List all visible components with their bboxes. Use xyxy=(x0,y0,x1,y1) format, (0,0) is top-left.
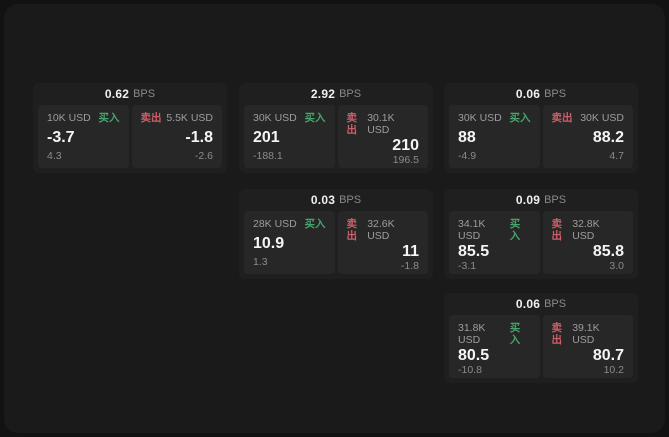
buy-tile[interactable]: 30K USD 买入 201 -188.1 xyxy=(244,105,335,168)
sell-notional: 32.6K USD xyxy=(367,218,395,242)
buy-price: -3.7 xyxy=(47,129,75,146)
sell-delta: -2.6 xyxy=(194,150,213,162)
bps-value: 0.09 xyxy=(515,193,541,207)
sell-tile[interactable]: 卖出 32.8K USD 85.8 3.0 xyxy=(542,211,633,274)
buy-tile[interactable]: 28K USD 买入 10.9 1.3 xyxy=(244,211,335,274)
sell-label: 卖出 xyxy=(140,112,162,124)
buy-delta: 4.3 xyxy=(47,150,62,162)
quote-card: 2.92 BPS 30K USD 买入 201 -188.1 卖出 30.1K … xyxy=(239,83,433,173)
card-header: 2.92 BPS xyxy=(239,83,433,105)
buy-notional: 34.1K USD xyxy=(458,218,486,242)
sell-notional: 30.1K USD xyxy=(367,112,395,136)
buy-tile[interactable]: 34.1K USD 买入 85.5 -3.1 xyxy=(449,211,540,274)
sell-label: 卖出 xyxy=(551,218,563,242)
buy-delta: 1.3 xyxy=(253,256,268,268)
buy-notional: 30K USD xyxy=(253,112,297,124)
sell-delta: -1.8 xyxy=(400,260,419,272)
buy-label: 买入 xyxy=(509,218,521,242)
sell-price: 88.2 xyxy=(592,129,624,146)
sell-tile[interactable]: 卖出 32.6K USD 11 -1.8 xyxy=(337,211,428,274)
bps-value: 2.92 xyxy=(310,87,336,101)
quote-card: 0.06 BPS 31.8K USD 买入 80.5 -10.8 卖出 39.1… xyxy=(444,293,638,383)
buy-price: 201 xyxy=(253,129,280,146)
buy-label: 买入 xyxy=(304,218,326,230)
buy-price: 10.9 xyxy=(253,235,285,252)
buy-notional: 10K USD xyxy=(47,112,91,124)
card-header: 0.09 BPS xyxy=(444,189,638,211)
buy-price: 80.5 xyxy=(458,347,490,364)
buy-tile[interactable]: 10K USD 买入 -3.7 4.3 xyxy=(38,105,129,168)
buy-tile[interactable]: 31.8K USD 买入 80.5 -10.8 xyxy=(449,315,540,378)
quote-card: 0.62 BPS 10K USD 买入 -3.7 4.3 卖出 5.5K USD… xyxy=(33,83,227,173)
bps-unit: BPS xyxy=(339,194,362,206)
sell-notional: 5.5K USD xyxy=(166,112,213,124)
buy-label: 买入 xyxy=(304,112,326,124)
sell-price: 85.8 xyxy=(592,243,624,260)
sell-delta: 10.2 xyxy=(603,364,624,376)
sell-label: 卖出 xyxy=(346,112,358,136)
sell-delta: 196.5 xyxy=(392,154,419,166)
sell-notional: 32.8K USD xyxy=(572,218,600,242)
bps-value: 0.03 xyxy=(310,193,336,207)
sell-tile[interactable]: 卖出 5.5K USD -1.8 -2.6 xyxy=(131,105,222,168)
buy-delta: -10.8 xyxy=(458,364,482,376)
quote-card: 0.06 BPS 30K USD 买入 88 -4.9 卖出 30K USD 8… xyxy=(444,83,638,173)
quote-card: 0.09 BPS 34.1K USD 买入 85.5 -3.1 卖出 32.8K… xyxy=(444,189,638,279)
sell-label: 卖出 xyxy=(551,322,563,346)
card-header: 0.06 BPS xyxy=(444,293,638,315)
buy-delta: -3.1 xyxy=(458,260,477,272)
sell-price: 11 xyxy=(402,243,419,260)
sell-price: 80.7 xyxy=(592,347,624,364)
bps-value: 0.62 xyxy=(104,87,130,101)
sell-label: 卖出 xyxy=(346,218,358,242)
buy-delta: -188.1 xyxy=(253,150,283,162)
bps-unit: BPS xyxy=(339,88,362,100)
buy-notional: 30K USD xyxy=(458,112,502,124)
sell-price: 210 xyxy=(392,137,419,154)
sell-delta: 4.7 xyxy=(609,150,624,162)
card-header: 0.03 BPS xyxy=(239,189,433,211)
quote-card: 0.03 BPS 28K USD 买入 10.9 1.3 卖出 32.6K US… xyxy=(239,189,433,279)
bps-unit: BPS xyxy=(544,194,567,206)
buy-tile[interactable]: 30K USD 买入 88 -4.9 xyxy=(449,105,540,168)
buy-label: 买入 xyxy=(98,112,120,124)
sell-tile[interactable]: 卖出 39.1K USD 80.7 10.2 xyxy=(542,315,633,378)
buy-label: 买入 xyxy=(509,322,521,346)
sell-label: 卖出 xyxy=(551,112,573,124)
sell-tile[interactable]: 卖出 30.1K USD 210 196.5 xyxy=(337,105,428,168)
sell-notional: 39.1K USD xyxy=(572,322,600,346)
buy-notional: 31.8K USD xyxy=(458,322,486,346)
bps-value: 0.06 xyxy=(515,297,541,311)
sell-tile[interactable]: 卖出 30K USD 88.2 4.7 xyxy=(542,105,633,168)
sell-price: -1.8 xyxy=(185,129,213,146)
sell-delta: 3.0 xyxy=(609,260,624,272)
sell-notional: 30K USD xyxy=(580,112,624,124)
bps-unit: BPS xyxy=(544,88,567,100)
bps-unit: BPS xyxy=(544,298,567,310)
card-header: 0.06 BPS xyxy=(444,83,638,105)
buy-delta: -4.9 xyxy=(458,150,477,162)
bps-unit: BPS xyxy=(133,88,156,100)
buy-price: 85.5 xyxy=(458,243,490,260)
buy-notional: 28K USD xyxy=(253,218,297,230)
card-header: 0.62 BPS xyxy=(33,83,227,105)
buy-label: 买入 xyxy=(509,112,531,124)
main-panel: 0.62 BPS 10K USD 买入 -3.7 4.3 卖出 5.5K USD… xyxy=(4,4,665,433)
bps-value: 0.06 xyxy=(515,87,541,101)
buy-price: 88 xyxy=(458,129,476,146)
